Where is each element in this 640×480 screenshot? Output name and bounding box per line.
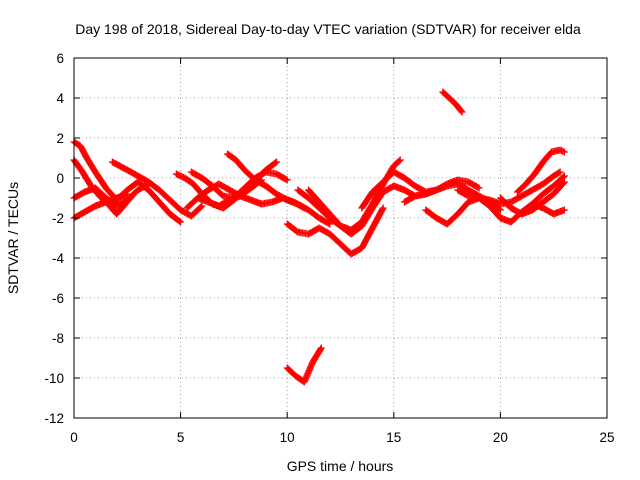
series-sat-v: [283, 344, 325, 386]
data-points: [70, 88, 568, 386]
plot-frame: [73, 57, 608, 419]
data-point: [396, 156, 404, 164]
y-tick-label: 6: [56, 51, 64, 66]
series-sat-d: [108, 158, 206, 220]
data-point: [560, 206, 568, 214]
data-point: [559, 173, 567, 181]
series-sat-s: [513, 146, 568, 196]
data-point: [273, 158, 281, 166]
data-point: [555, 169, 563, 177]
data-point: [556, 168, 564, 176]
x-tick-label: 10: [280, 430, 295, 445]
x-tick-label: 20: [493, 430, 508, 445]
data-point: [560, 172, 568, 180]
data-point: [123, 190, 131, 198]
data-point: [559, 179, 567, 187]
series-sat-e: [70, 190, 131, 222]
data-point: [177, 218, 185, 226]
series-sat-o: [400, 176, 483, 206]
series-sat-t: [518, 178, 568, 218]
data-point: [326, 220, 334, 228]
data-point: [198, 202, 206, 210]
x-tick-label: 0: [70, 430, 78, 445]
y-tick-label: -2: [52, 211, 64, 226]
x-tick-label: 15: [386, 430, 401, 445]
data-point: [560, 148, 568, 156]
data-point: [379, 204, 387, 212]
y-tick-label: -6: [52, 291, 64, 306]
y-tick-label: -4: [52, 251, 64, 266]
y-axis-label: SDTVAR / TECUs: [5, 182, 21, 294]
data-point: [458, 108, 466, 116]
data-point: [378, 205, 386, 213]
series-sat-j: [194, 192, 308, 212]
grid: [74, 58, 607, 418]
y-tick-label: 4: [56, 91, 64, 106]
series-sat-q: [454, 168, 564, 208]
series-sat-u: [439, 88, 466, 116]
y-tick-label: -8: [52, 331, 64, 346]
y-tick-label: -10: [44, 371, 64, 386]
data-point: [559, 147, 567, 155]
data-point: [299, 203, 307, 211]
data-point: [560, 178, 568, 186]
x-tick-label: 25: [599, 430, 614, 445]
data-point: [457, 107, 465, 115]
series-sat-l: [283, 204, 387, 258]
data-point: [300, 204, 308, 212]
data-point: [496, 206, 504, 214]
x-tick-label: 5: [177, 430, 185, 445]
y-tick-label: 0: [56, 171, 64, 186]
x-axis-label: GPS time / hours: [287, 458, 394, 474]
data-point: [475, 184, 483, 192]
y-tick-label: 2: [56, 131, 64, 146]
chart-title: Day 198 of 2018, Sidereal Day-to-day VTE…: [75, 21, 581, 37]
data-point: [271, 159, 279, 167]
data-point: [325, 219, 333, 227]
data-point: [395, 157, 403, 165]
data-point: [317, 345, 325, 353]
data-point: [317, 344, 325, 352]
data-point: [282, 175, 290, 183]
data-point: [197, 203, 205, 211]
y-tick-label: -12: [44, 411, 64, 426]
data-point: [175, 217, 183, 225]
axis-ticks: 0 5 10 15 20 25 -12 -10 -8 -6 -4 -2 0 2 4 6: [44, 51, 614, 445]
data-point: [283, 176, 291, 184]
data-point: [474, 183, 482, 191]
